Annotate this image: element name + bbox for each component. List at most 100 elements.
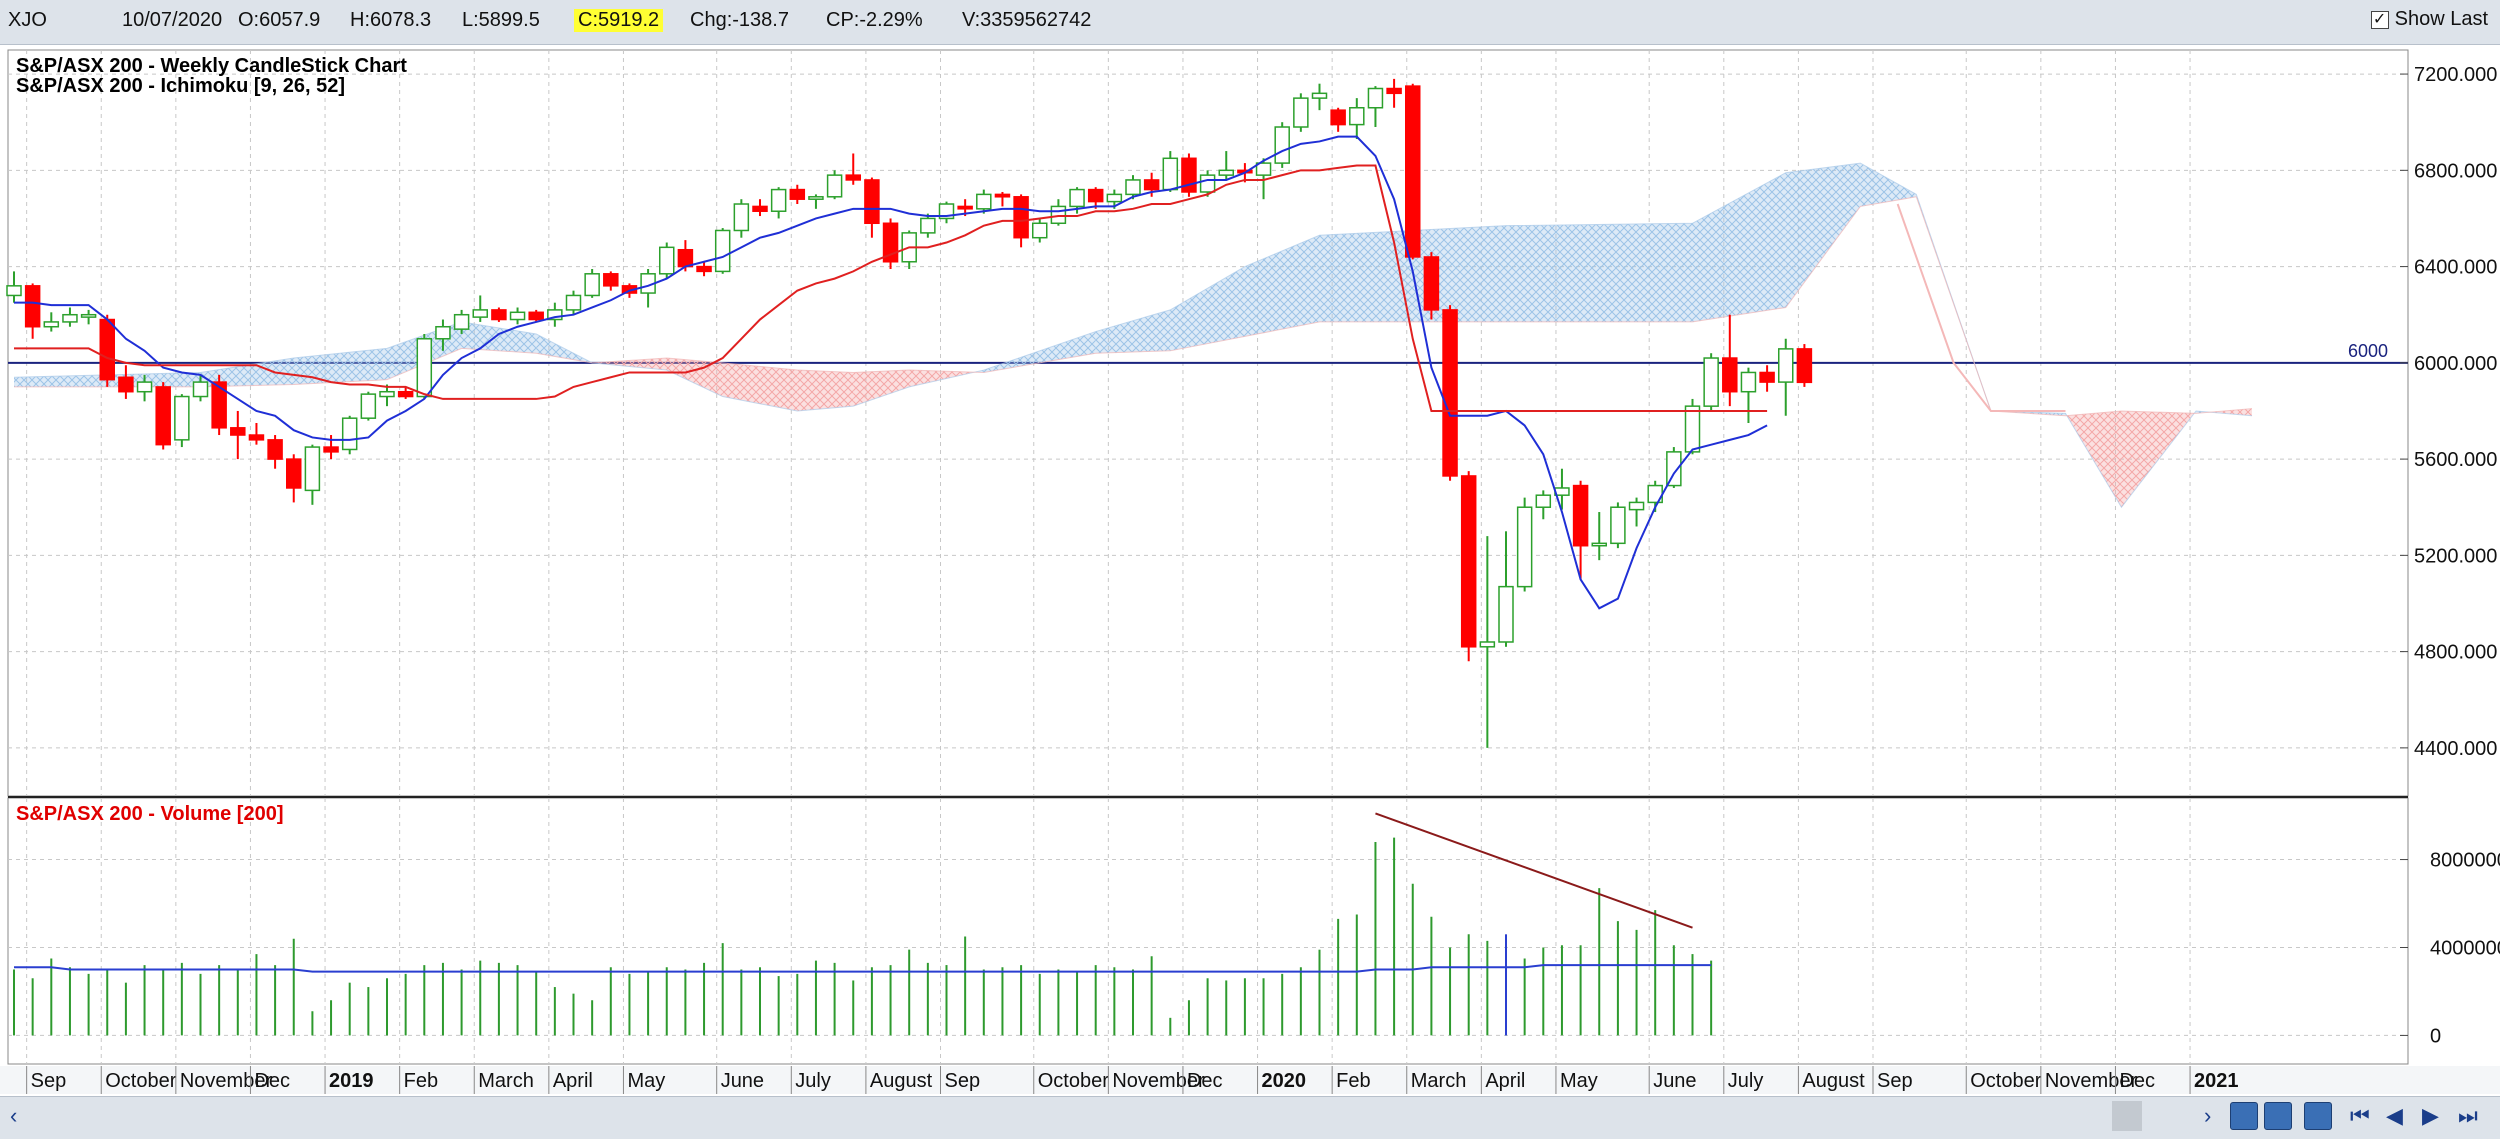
kijun-sen-line <box>14 164 1768 412</box>
cloud-bullish-segment <box>1785 163 1861 308</box>
volume-tick-label: 0 <box>2430 1025 2441 1047</box>
volume-lines <box>14 812 1712 1036</box>
time-axis-label: June <box>1653 1070 1696 1092</box>
volume-panel: 8000000000 4000000000 0 S&P/ASX 200 - Volu… <box>7 797 2500 1065</box>
zoom-out-icon[interactable] <box>2264 1102 2292 1130</box>
cloud-bullish-segment <box>1860 163 1917 207</box>
time-axis-label: Sep <box>945 1070 981 1092</box>
time-axis-label: March <box>478 1070 534 1092</box>
time-axis-label: November <box>2045 1070 2138 1092</box>
first-page-icon[interactable]: ⏮ <box>2350 1103 2370 1128</box>
candle-up <box>920 217 936 234</box>
candle-down <box>1143 179 1160 191</box>
cloud-bullish-segment <box>461 321 537 354</box>
candle-down <box>1759 371 1775 383</box>
quote-bar: XJO 10/07/2020 O:6057.9 H:6078.3 L:5899.… <box>0 0 2500 45</box>
chart-area[interactable]: 6000 7200.000 6800.000 6400.000 6000.000 560… <box>0 44 2500 1096</box>
candle-up <box>1778 348 1794 383</box>
symbol-label: XJO <box>8 9 47 31</box>
candle-up <box>43 321 60 328</box>
candles <box>6 78 1813 748</box>
candle-down <box>1087 188 1104 203</box>
cloud-bearish-segment <box>666 358 723 397</box>
last-page-icon[interactable]: ⏭ <box>2458 1103 2478 1128</box>
candle-down <box>957 205 973 210</box>
previous-page-icon[interactable]: ◀ <box>2386 1103 2403 1128</box>
time-axis-label: Dec <box>1187 1070 1223 1092</box>
volume-chart-title: S&P/ASX 200 - Volume [200] <box>16 803 284 825</box>
time-axis-label: Sep <box>31 1070 67 1092</box>
candle-down <box>789 188 806 200</box>
candle-up <box>714 229 731 273</box>
time-axis-label: October <box>1038 1070 1109 1092</box>
price-gridlines: 6000 <box>8 50 2408 796</box>
candle-up <box>1032 222 1048 239</box>
candle-down <box>397 390 414 398</box>
volume-tick-label: 4000000000 <box>2430 937 2500 959</box>
price-panel: 6000 7200.000 6800.000 6400.000 6000.000 560… <box>6 49 2497 797</box>
candle-up <box>509 311 526 321</box>
candle-up <box>808 196 824 200</box>
time-axis-label: Sep <box>1877 1070 1913 1092</box>
time-axis-label: August <box>1802 1070 1865 1092</box>
time-axis-label: Dec <box>2119 1070 2155 1092</box>
print-icon[interactable] <box>2304 1102 2332 1130</box>
price-tick-label: 6000.000 <box>2414 353 2497 375</box>
time-axis-label: 2021 <box>2194 1070 2239 1092</box>
change-value: Chg:-138.7 <box>690 9 789 31</box>
volume-bars <box>13 837 1713 1036</box>
scroll-right-icon[interactable]: › <box>2204 1103 2212 1128</box>
time-axis-label: May <box>627 1070 665 1092</box>
time-axis-label: July <box>1728 1070 1764 1092</box>
cloud-bullish-segment <box>1692 172 1786 322</box>
candle-up <box>1498 585 1514 643</box>
reference-line-label: 6000 <box>2348 341 2388 361</box>
show-last-checkbox[interactable]: ✓ Show Last <box>2370 8 2488 31</box>
scrollbar-thumb[interactable] <box>2112 1101 2142 1131</box>
candle-up <box>1125 179 1141 196</box>
candle-down <box>248 434 265 441</box>
candle-down <box>603 273 619 287</box>
candle-down <box>528 311 544 321</box>
candle-up <box>547 309 563 321</box>
candle-up <box>1349 107 1365 126</box>
scroll-left-icon[interactable]: ‹ <box>10 1103 18 1128</box>
candle-up <box>770 188 787 212</box>
close-value: C:5919.2 <box>574 9 664 32</box>
cloud-bearish-segment <box>797 370 854 411</box>
candle-up <box>360 393 377 419</box>
candle-down <box>677 248 694 268</box>
cloud-bearish-segment <box>909 370 975 387</box>
candle-down <box>1013 196 1029 239</box>
candle-up <box>733 203 750 232</box>
cloud-bullish-segment <box>983 331 1096 373</box>
change-pct-value: CP:-2.29% <box>826 9 923 31</box>
candle-down <box>994 193 1011 198</box>
candle-down <box>1722 357 1738 393</box>
cloud-bearish-segment <box>592 358 667 371</box>
zoom-in-icon[interactable] <box>2230 1102 2258 1130</box>
candle-down <box>1405 85 1421 258</box>
ichimoku-lines <box>14 135 2066 610</box>
candle-up <box>826 174 843 198</box>
candle-up <box>1293 97 1309 128</box>
cloud-bullish-segment <box>1244 235 1320 337</box>
ichimoku-subtitle: S&P/ASX 200 - Ichimoku [9, 26, 52] <box>16 75 345 97</box>
tenkan-sen-line <box>14 135 1768 610</box>
price-tick-label: 5200.000 <box>2414 545 2497 567</box>
candle-up <box>1218 169 1234 176</box>
candle-up <box>1703 357 1719 407</box>
candle-up <box>584 273 600 297</box>
price-axis: 7200.000 6800.000 6400.000 6000.000 5600.000… <box>2400 64 2497 760</box>
quote-date: 10/07/2020 <box>122 9 223 31</box>
checkbox-checked-icon[interactable]: ✓ <box>2370 10 2389 29</box>
candle-up <box>136 381 153 393</box>
price-tick-label: 7200.000 <box>2414 64 2497 86</box>
price-tick-label: 4400.000 <box>2414 738 2497 760</box>
volume-moving-average <box>14 964 1712 973</box>
candle-down <box>118 376 134 393</box>
next-page-icon[interactable]: ▶ <box>2422 1103 2439 1128</box>
candle-down <box>1442 309 1458 477</box>
price-tick-label: 4800.000 <box>2414 642 2497 664</box>
